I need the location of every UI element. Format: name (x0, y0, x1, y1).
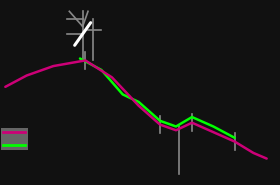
Bar (1, 128, 28, 150)
